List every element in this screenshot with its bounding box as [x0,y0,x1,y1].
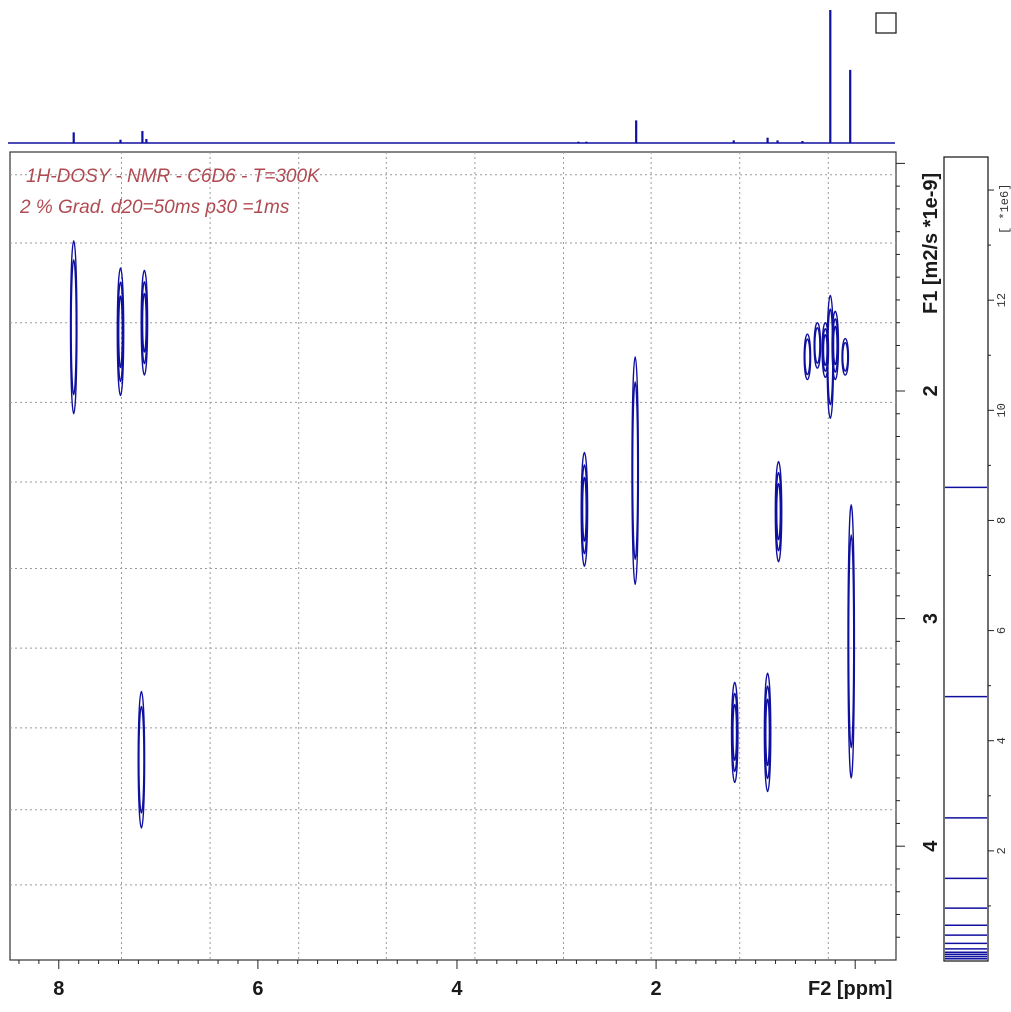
contour-ring [764,685,771,780]
cross-peak [140,269,149,376]
colorbar-tick-label: 12 [995,293,1009,307]
colorbar-tick-label: 2 [995,847,1009,854]
x-axis-label: F2 [ppm] [808,978,892,1000]
contour-ring [765,698,771,767]
y-axis-ticks: 2 3 4 [896,162,942,938]
y-tick-label: 2 [920,385,942,396]
contour-ring [70,259,77,396]
cross-peak [841,337,850,376]
contour-ring [776,482,782,541]
cross-peak [631,356,640,586]
colorbar-tick-label: 6 [995,627,1009,634]
cross-peak [116,267,125,397]
contour-ring [827,308,834,406]
x-tick-label: 6 [252,978,263,1000]
cross-peaks [69,240,856,829]
contour-ring [138,705,145,814]
y-axis-label: F1 [m2/s *1e-9] [920,173,942,314]
cross-peak [763,672,772,793]
contour-ring [137,690,146,829]
contour-ring [848,534,855,749]
contour-ring [803,333,812,381]
x-tick-label: 8 [53,978,64,1000]
toggle-square-icon[interactable] [875,12,897,34]
colorbar-ticks: 2 4 6 8 10 12 [988,189,1009,907]
contour-ring [117,281,124,383]
contour-ring [732,703,738,762]
contour-ring [69,240,78,415]
x-axis-ticks: 8 6 4 2 [18,960,876,1000]
x-tick-label: 4 [451,978,463,1000]
plot-frame [9,151,897,961]
contour-ring [581,476,587,542]
annotation-line-1: 1H-DOSY - NMR - C6D6 - T=300K [26,166,321,187]
contour-ring [775,471,782,552]
contour-ring [847,504,856,779]
contour-ring [826,294,835,419]
contour-ring [581,464,588,555]
contour-ring [731,692,738,773]
contour-ring [730,681,739,784]
contour-ring [814,327,821,364]
contour-ring [631,356,640,586]
contour-ring [813,322,822,369]
contour-ring [118,295,123,369]
contour-ring [841,337,850,376]
contour-ring [763,672,772,793]
colorbar-tick-label: 10 [995,403,1009,417]
cross-peak [803,333,812,381]
contour-ring [842,341,849,372]
annotation-line-2: 2 % Grad. d20=50ms p30 =1ms [19,197,290,218]
cross-peak [774,460,783,563]
y-tick-label: 4 [920,840,942,852]
contour-ring [116,267,125,397]
projection-spectrum [8,10,895,144]
contour-ring [140,269,149,376]
cross-peak [813,322,822,369]
cross-peak [580,451,589,567]
y-tick-label: 3 [920,613,942,624]
colorbar-label: [ *1e6] [998,184,1011,234]
contour-ring [141,281,148,365]
colorbar-frame [943,156,989,962]
cross-peak [137,690,146,829]
cross-peak [69,240,78,415]
x-tick-label: 2 [651,978,662,1000]
contour-ring [804,338,811,376]
colorbar [943,156,989,962]
contour-ring [774,460,783,563]
contour-ring [580,451,589,567]
colorbar-tick-label: 4 [995,737,1009,744]
contour-ring [631,381,639,561]
cross-peak [730,681,739,784]
colorbar-tick-label: 8 [995,517,1009,524]
cross-peak [826,294,835,419]
contour-ring [141,292,147,353]
cross-peak [847,504,856,779]
